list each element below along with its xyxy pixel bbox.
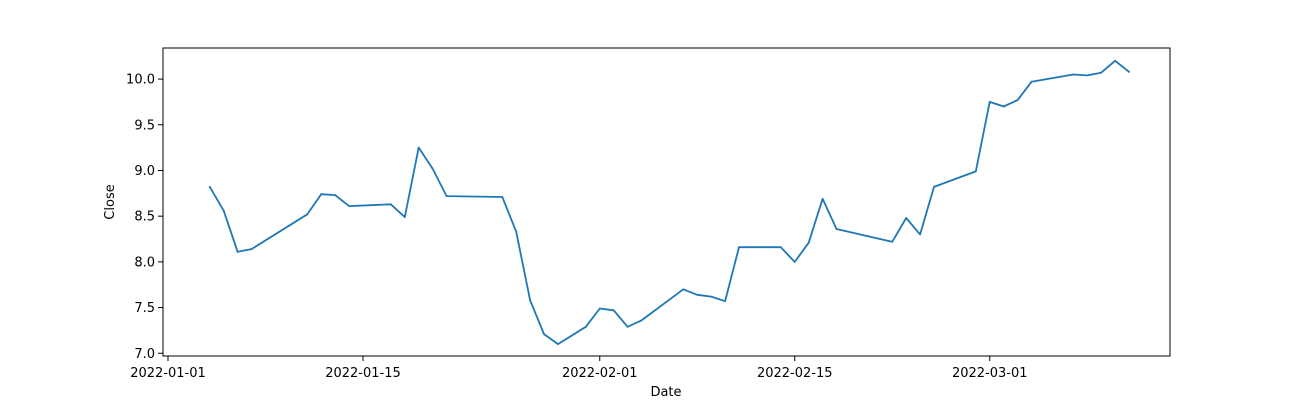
data-point	[779, 246, 782, 249]
data-point	[1016, 99, 1019, 101]
data-point	[988, 101, 991, 103]
data-point	[320, 193, 323, 196]
data-point	[529, 299, 531, 302]
y-tick-label: 8.5	[134, 210, 155, 225]
y-tick-label: 10.0	[126, 73, 155, 88]
data-point	[598, 307, 601, 310]
x-tick-label: 2022-02-01	[562, 366, 638, 381]
data-point	[208, 186, 211, 188]
y-tick-label: 7.0	[134, 347, 155, 362]
y-tick-label: 8.0	[134, 255, 155, 270]
data-point	[1086, 74, 1089, 77]
data-point	[431, 167, 434, 170]
data-point	[1100, 71, 1102, 74]
data-point	[515, 230, 518, 233]
data-point	[584, 325, 587, 328]
data-point	[543, 333, 545, 335]
plot-frame	[162, 47, 1171, 357]
data-point	[821, 197, 824, 200]
data-point	[905, 217, 908, 219]
data-point	[738, 246, 740, 249]
data-point	[1002, 105, 1005, 108]
plot-area	[163, 48, 1170, 356]
data-point	[445, 195, 448, 198]
data-point	[626, 325, 629, 328]
y-axis-label: Close	[103, 184, 118, 219]
data-point	[919, 233, 921, 236]
x-tick-label: 2022-03-01	[952, 366, 1028, 381]
data-point	[682, 288, 685, 291]
data-point	[389, 203, 392, 206]
data-point	[306, 213, 309, 216]
data-point	[710, 295, 713, 298]
data-point	[696, 293, 699, 296]
y-axis: 7.0 7.5 8.0 8.5 9.0 9.5 10.0	[126, 73, 163, 362]
data-point	[417, 146, 420, 149]
data-point	[933, 186, 935, 188]
data-point	[403, 216, 406, 219]
data-points	[208, 59, 1130, 345]
x-tick-label: 2022-01-01	[130, 366, 206, 381]
x-tick-label: 2022-02-15	[757, 366, 833, 381]
x-tick-label: 2022-01-15	[325, 366, 401, 381]
data-point	[807, 241, 810, 244]
data-point	[612, 309, 615, 312]
data-point	[250, 248, 253, 251]
data-point	[501, 196, 504, 198]
data-point	[334, 194, 336, 197]
data-point	[1114, 59, 1116, 62]
y-tick-label: 9.5	[134, 118, 155, 133]
y-tick-label: 7.5	[134, 301, 155, 316]
data-point	[891, 240, 894, 243]
data-point	[974, 170, 977, 173]
data-point	[724, 300, 726, 303]
y-tick-label: 9.0	[134, 164, 155, 179]
data-point	[793, 261, 796, 263]
data-point	[1030, 80, 1033, 83]
data-point	[236, 250, 239, 253]
data-point	[1128, 70, 1130, 73]
data-point	[640, 319, 643, 322]
x-axis: 2022-01-01 2022-01-15 2022-02-01 2022-02-15…	[130, 356, 1028, 381]
data-point	[1072, 73, 1075, 76]
data-point	[348, 205, 350, 208]
data-point	[835, 228, 838, 230]
data-point	[222, 209, 225, 212]
x-axis-label: Date	[650, 385, 681, 400]
data-point	[557, 343, 559, 345]
